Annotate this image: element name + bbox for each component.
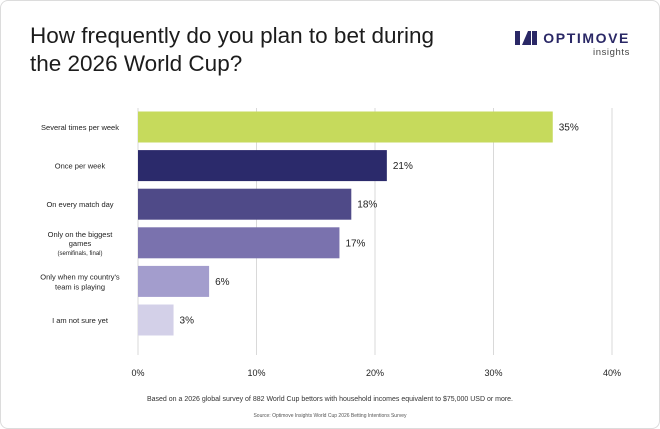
category-label-line: Several times per week	[41, 123, 119, 132]
x-tick-label: 40%	[603, 368, 621, 378]
category-label: Only when my country's team is playing	[40, 272, 120, 291]
optimove-logo-icon	[515, 31, 538, 45]
category-label-line: Once per week	[55, 162, 106, 171]
value-label: 6%	[215, 277, 230, 288]
category-label-line: On every match day	[46, 200, 113, 209]
category-label-line: (semifinals, final)	[57, 251, 102, 257]
category-label-line: team is playing	[55, 282, 105, 291]
bar	[138, 304, 174, 336]
bar	[138, 265, 210, 297]
x-tick-label: 10%	[247, 368, 265, 378]
category-label: Several times per week	[41, 123, 119, 132]
value-label: 18%	[357, 200, 377, 211]
bar	[138, 111, 553, 143]
brand-name: OPTIMOVE	[543, 30, 630, 46]
bar	[138, 150, 387, 182]
chart-title: How frequently do you plan to bet during…	[30, 23, 435, 76]
value-label: 17%	[345, 238, 365, 249]
category-label: Once per week	[55, 162, 106, 171]
category-label-line: Only on the biggest	[48, 230, 114, 239]
category-label-line: I am not sure yet	[52, 316, 109, 325]
x-tick-label: 20%	[366, 368, 384, 378]
value-label: 21%	[393, 161, 413, 172]
x-tick-label: 0%	[131, 368, 144, 378]
brand-logo: OPTIMOVE insights	[515, 30, 630, 58]
footnote: Based on a 2026 global survey of 882 Wor…	[146, 396, 514, 403]
bar	[138, 227, 340, 259]
source-note: Source: Optimove Insights World Cup 2026…	[253, 413, 407, 419]
value-label: 35%	[559, 123, 579, 134]
category-label-line: games	[69, 239, 92, 248]
brand-subtitle: insights	[592, 47, 630, 58]
category-label: I am not sure yet	[52, 316, 109, 325]
value-label: 3%	[180, 316, 195, 327]
category-label: Only on the biggest games (semifinals, fin…	[48, 230, 114, 257]
category-label: On every match day	[46, 200, 113, 209]
bar	[138, 188, 352, 220]
x-tick-label: 30%	[484, 368, 502, 378]
category-label-line: Only when my country's	[40, 272, 120, 281]
